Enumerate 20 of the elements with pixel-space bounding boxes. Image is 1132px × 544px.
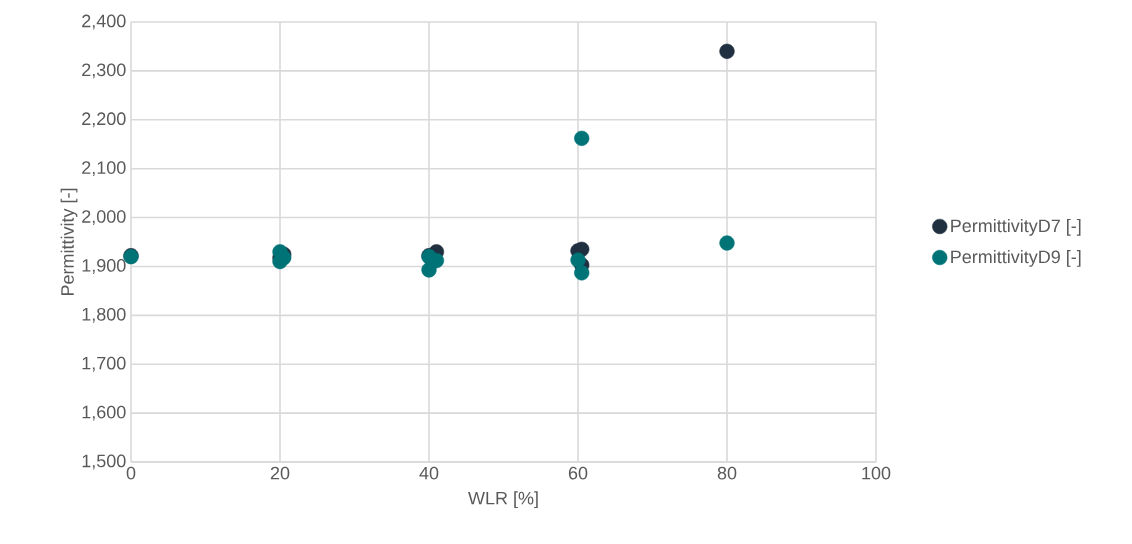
y-tick-label: 2,100 <box>82 161 126 177</box>
y-tick-label: 2,000 <box>82 210 126 225</box>
legend-label: PermittivityD7 [-] <box>951 218 1081 236</box>
x-tick-label: 100 <box>862 466 891 480</box>
legend-label: PermittivityD9 [-] <box>951 250 1081 267</box>
y-tick-label: 2,300 <box>82 63 126 79</box>
y-tick-label: 2,400 <box>82 14 126 30</box>
x-tick-label: 60 <box>568 466 588 480</box>
x-axis-title: WLR [%] <box>468 491 538 509</box>
y-tick-label: 1,900 <box>82 259 126 274</box>
y-axis-title: Permittivity [-] <box>60 188 78 296</box>
y-tick-label: 2,200 <box>82 112 126 128</box>
y-tick-label: 1,600 <box>82 405 126 421</box>
y-tick-label: 1,800 <box>82 307 126 323</box>
x-tick-label: 20 <box>270 466 290 480</box>
y-tick-label: 1,700 <box>82 356 126 372</box>
x-tick-label: 80 <box>717 466 737 480</box>
x-tick-label: 0 <box>126 466 136 480</box>
y-tick-label: 1,500 <box>82 454 126 470</box>
x-tick-label: 40 <box>419 466 439 480</box>
